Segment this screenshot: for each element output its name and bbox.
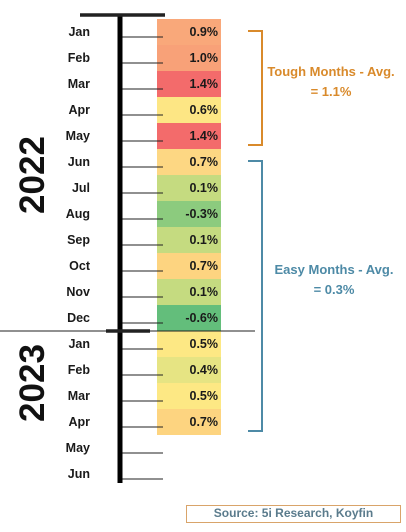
month-labels: Jan Feb Mar Apr May Jun Jul Aug Sep Oct Nov Dec Jan F… [66,25,91,481]
month-label: Mar [68,77,90,91]
tough-months-annotation: Tough Months - Avg. = 1.1% [262,62,400,102]
month-label: Oct [69,259,91,273]
month-label: Aug [66,207,90,221]
group-brackets [248,30,263,432]
month-label: Apr [68,415,90,429]
heatmap-cell [157,149,221,175]
easy-months-annotation: Easy Months - Avg. = 0.3% [268,260,400,300]
heatmap-cell [157,71,221,97]
month-label: Nov [66,285,90,299]
month-ticks [120,36,163,480]
month-label: May [66,441,90,455]
heatmap-cell [157,19,221,45]
value-label: -0.3% [185,207,218,221]
value-label: -0.6% [185,311,218,325]
month-label: Jan [68,25,90,39]
value-label: 1.4% [190,77,219,91]
value-label: 0.4% [190,363,219,377]
value-label: 0.7% [190,155,219,169]
month-label: Jun [68,155,90,169]
heatmap-cell [157,123,221,149]
year-label: 2023 [13,344,52,422]
month-label: May [66,129,90,143]
easy-months-average: = 0.3% [313,282,355,297]
tough-months-title: Tough Months - Avg. [267,64,395,79]
heatmap-cell [157,409,221,435]
value-label: 0.1% [190,233,219,247]
month-label: Jun [68,467,90,481]
tough-months-average: = 1.1% [310,84,352,99]
heatmap-cell [157,305,221,331]
value-label: 0.1% [190,285,219,299]
heatmap-cell [157,227,221,253]
value-label: 1.4% [190,129,219,143]
heatmap-cell [157,279,221,305]
month-label: Jul [72,181,90,195]
month-label: Apr [68,103,90,117]
value-label: 0.7% [190,415,219,429]
month-label: Mar [68,389,90,403]
heatmap-cell [157,97,221,123]
year-label: 2022 [13,136,52,214]
bracket-tough [248,30,263,146]
heatmap-cell [157,201,221,227]
easy-months-title: Easy Months - Avg. [274,262,394,277]
bracket-easy [248,160,263,432]
month-label: Sep [67,233,90,247]
heatmap-cell [157,175,221,201]
value-label: 0.6% [190,103,219,117]
heatmap-cell [157,331,221,357]
value-label: 0.9% [190,25,219,39]
value-label: 0.7% [190,259,219,273]
heatmap-cell [157,383,221,409]
month-label: Feb [68,51,91,65]
value-label: 0.5% [190,389,219,403]
heatmap-cell [157,45,221,71]
heatmap-cell [157,253,221,279]
value-label: 1.0% [190,51,219,65]
heatmap-cell [157,357,221,383]
month-label: Jan [68,337,90,351]
timeline-axis [0,13,255,483]
year-labels: 2022 2023 [13,136,52,422]
source-caption: Source: 5i Research, Koyfin [186,505,401,523]
value-labels: 0.9% 1.0% 1.4% 0.6% 1.4% 0.7% 0.1% -0.3% 0.1% 0.7… [185,25,218,429]
month-label: Dec [67,311,90,325]
value-label: 0.1% [190,181,219,195]
heatmap-cells [157,19,221,435]
month-label: Feb [68,363,91,377]
value-label: 0.5% [190,337,219,351]
